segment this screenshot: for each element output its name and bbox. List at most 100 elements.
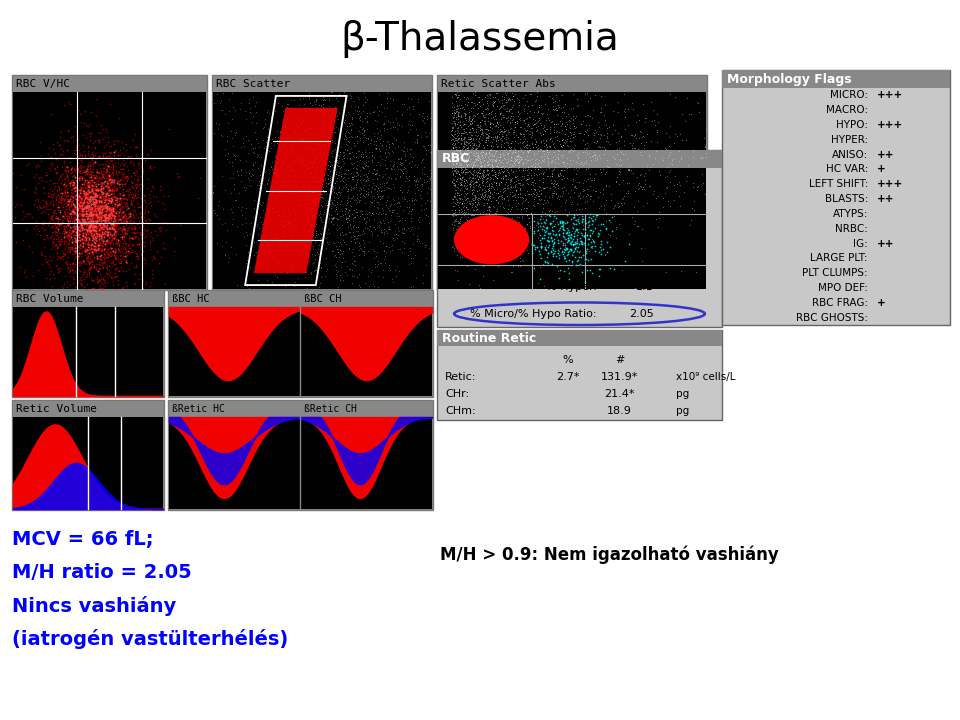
Point [61, 201, 77, 212]
Point [95, 186, 110, 198]
Point [444, 177, 460, 189]
Point [545, 225, 561, 237]
Point [245, 158, 260, 170]
Point [70, 163, 85, 174]
Point [446, 207, 462, 219]
Point [334, 261, 349, 273]
Point [85, 223, 101, 235]
Point [124, 258, 139, 269]
Point [98, 181, 113, 192]
Point [86, 171, 102, 183]
Text: 4.85: 4.85 [629, 176, 654, 186]
Point [495, 127, 511, 138]
Point [446, 153, 462, 164]
Point [36, 194, 51, 205]
Point [476, 116, 492, 127]
Point [97, 172, 112, 184]
Point [416, 269, 431, 281]
Point [128, 223, 143, 235]
Point [51, 265, 66, 276]
Point [72, 248, 87, 259]
Point [286, 189, 301, 200]
Point [72, 217, 87, 228]
Point [124, 194, 139, 206]
Point [462, 107, 477, 118]
Point [252, 169, 268, 181]
Point [95, 251, 110, 263]
Point [60, 230, 76, 242]
Point [82, 208, 97, 220]
Point [61, 237, 77, 248]
Point [483, 195, 498, 207]
Point [575, 185, 590, 197]
Point [459, 196, 474, 207]
Point [529, 90, 544, 102]
Point [562, 110, 577, 122]
Point [331, 182, 347, 194]
Point [522, 125, 538, 137]
Point [420, 144, 436, 156]
Bar [168, 400, 433, 510]
Point [99, 227, 114, 238]
Point [70, 214, 85, 225]
Point [239, 113, 254, 125]
Point [76, 208, 91, 220]
Point [364, 150, 379, 162]
Point [86, 208, 102, 220]
Point [422, 112, 438, 124]
Point [207, 207, 223, 219]
Point [92, 212, 108, 223]
Point [444, 147, 460, 158]
Point [499, 102, 515, 114]
Point [467, 194, 482, 206]
Point [570, 190, 586, 202]
Point [501, 145, 516, 156]
Point [304, 210, 320, 221]
Point [117, 237, 132, 248]
Point [402, 243, 418, 254]
Point [470, 135, 486, 147]
Point [621, 163, 636, 174]
Point [78, 226, 93, 238]
Point [454, 127, 469, 138]
Point [404, 212, 420, 223]
Point [108, 184, 124, 196]
Point [656, 201, 671, 212]
Point [84, 240, 100, 251]
Point [512, 121, 527, 132]
Point [611, 127, 626, 138]
Point [664, 158, 680, 170]
Point [335, 210, 350, 221]
Point [685, 177, 701, 189]
Point [470, 194, 486, 206]
Point [660, 149, 676, 161]
Point [137, 236, 153, 248]
Point [101, 233, 116, 244]
Point [93, 245, 108, 256]
Point [84, 210, 99, 221]
Point [376, 228, 392, 240]
Point [331, 107, 347, 119]
Point [90, 182, 106, 194]
Point [130, 232, 145, 243]
Point [417, 127, 432, 138]
Point [93, 217, 108, 228]
Point [501, 126, 516, 138]
Point [446, 109, 462, 120]
Text: PLT CLUMPS:: PLT CLUMPS: [803, 268, 868, 278]
Point [93, 211, 108, 222]
Point [511, 192, 526, 203]
Point [505, 191, 520, 202]
Point [445, 174, 461, 185]
Point [385, 178, 400, 189]
Point [537, 125, 552, 137]
Point [92, 207, 108, 219]
Point [403, 161, 419, 173]
Point [408, 176, 423, 187]
Point [370, 270, 385, 282]
Point [316, 138, 331, 150]
Point [89, 206, 105, 217]
Point [505, 147, 520, 158]
Point [100, 264, 115, 275]
Point [496, 153, 512, 164]
